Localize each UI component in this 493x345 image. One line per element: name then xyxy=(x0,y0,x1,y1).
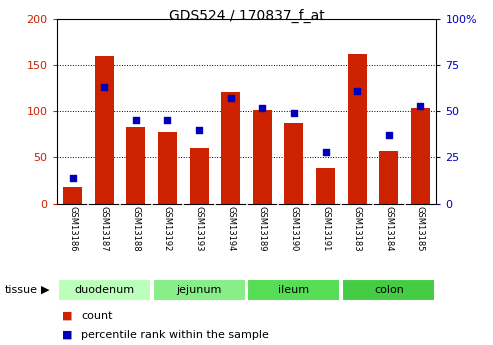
Point xyxy=(69,175,76,180)
Text: jejunum: jejunum xyxy=(176,285,222,295)
Text: GSM13186: GSM13186 xyxy=(68,206,77,252)
Text: ▶: ▶ xyxy=(41,285,49,295)
Point xyxy=(195,127,203,132)
Text: GSM13185: GSM13185 xyxy=(416,206,425,251)
Point xyxy=(290,110,298,116)
Bar xyxy=(63,187,82,204)
Point xyxy=(353,88,361,94)
Bar xyxy=(221,92,240,204)
Text: count: count xyxy=(81,311,113,321)
Text: GSM13189: GSM13189 xyxy=(258,206,267,251)
Text: GDS524 / 170837_f_at: GDS524 / 170837_f_at xyxy=(169,9,324,23)
Bar xyxy=(189,148,209,204)
Bar xyxy=(316,168,335,204)
Text: tissue: tissue xyxy=(5,285,38,295)
Text: GSM13187: GSM13187 xyxy=(100,206,108,252)
Text: ■: ■ xyxy=(62,311,72,321)
Bar xyxy=(58,279,151,300)
Text: colon: colon xyxy=(374,285,404,295)
Point xyxy=(100,85,108,90)
Text: GSM13183: GSM13183 xyxy=(352,206,362,252)
Text: GSM13184: GSM13184 xyxy=(385,206,393,251)
Bar xyxy=(411,108,430,204)
Bar xyxy=(284,123,304,204)
Text: ileum: ileum xyxy=(279,285,310,295)
Bar xyxy=(152,279,246,300)
Point xyxy=(258,105,266,110)
Point xyxy=(417,103,424,108)
Text: GSM13188: GSM13188 xyxy=(131,206,141,252)
Point xyxy=(227,96,235,101)
Bar xyxy=(253,110,272,204)
Bar xyxy=(342,279,435,300)
Text: GSM13191: GSM13191 xyxy=(321,206,330,251)
Text: GSM13192: GSM13192 xyxy=(163,206,172,251)
Text: ■: ■ xyxy=(62,330,72,339)
Point xyxy=(385,132,393,138)
Bar xyxy=(158,131,177,204)
Text: duodenum: duodenum xyxy=(74,285,134,295)
Text: percentile rank within the sample: percentile rank within the sample xyxy=(81,330,269,339)
Text: GSM13193: GSM13193 xyxy=(195,206,204,251)
Point xyxy=(321,149,329,155)
Point xyxy=(164,118,172,123)
Bar xyxy=(380,151,398,204)
Bar xyxy=(126,127,145,204)
Bar xyxy=(348,54,367,204)
Bar xyxy=(247,279,341,300)
Point xyxy=(132,118,140,123)
Text: GSM13190: GSM13190 xyxy=(289,206,298,251)
Bar xyxy=(95,56,113,204)
Text: GSM13194: GSM13194 xyxy=(226,206,235,251)
